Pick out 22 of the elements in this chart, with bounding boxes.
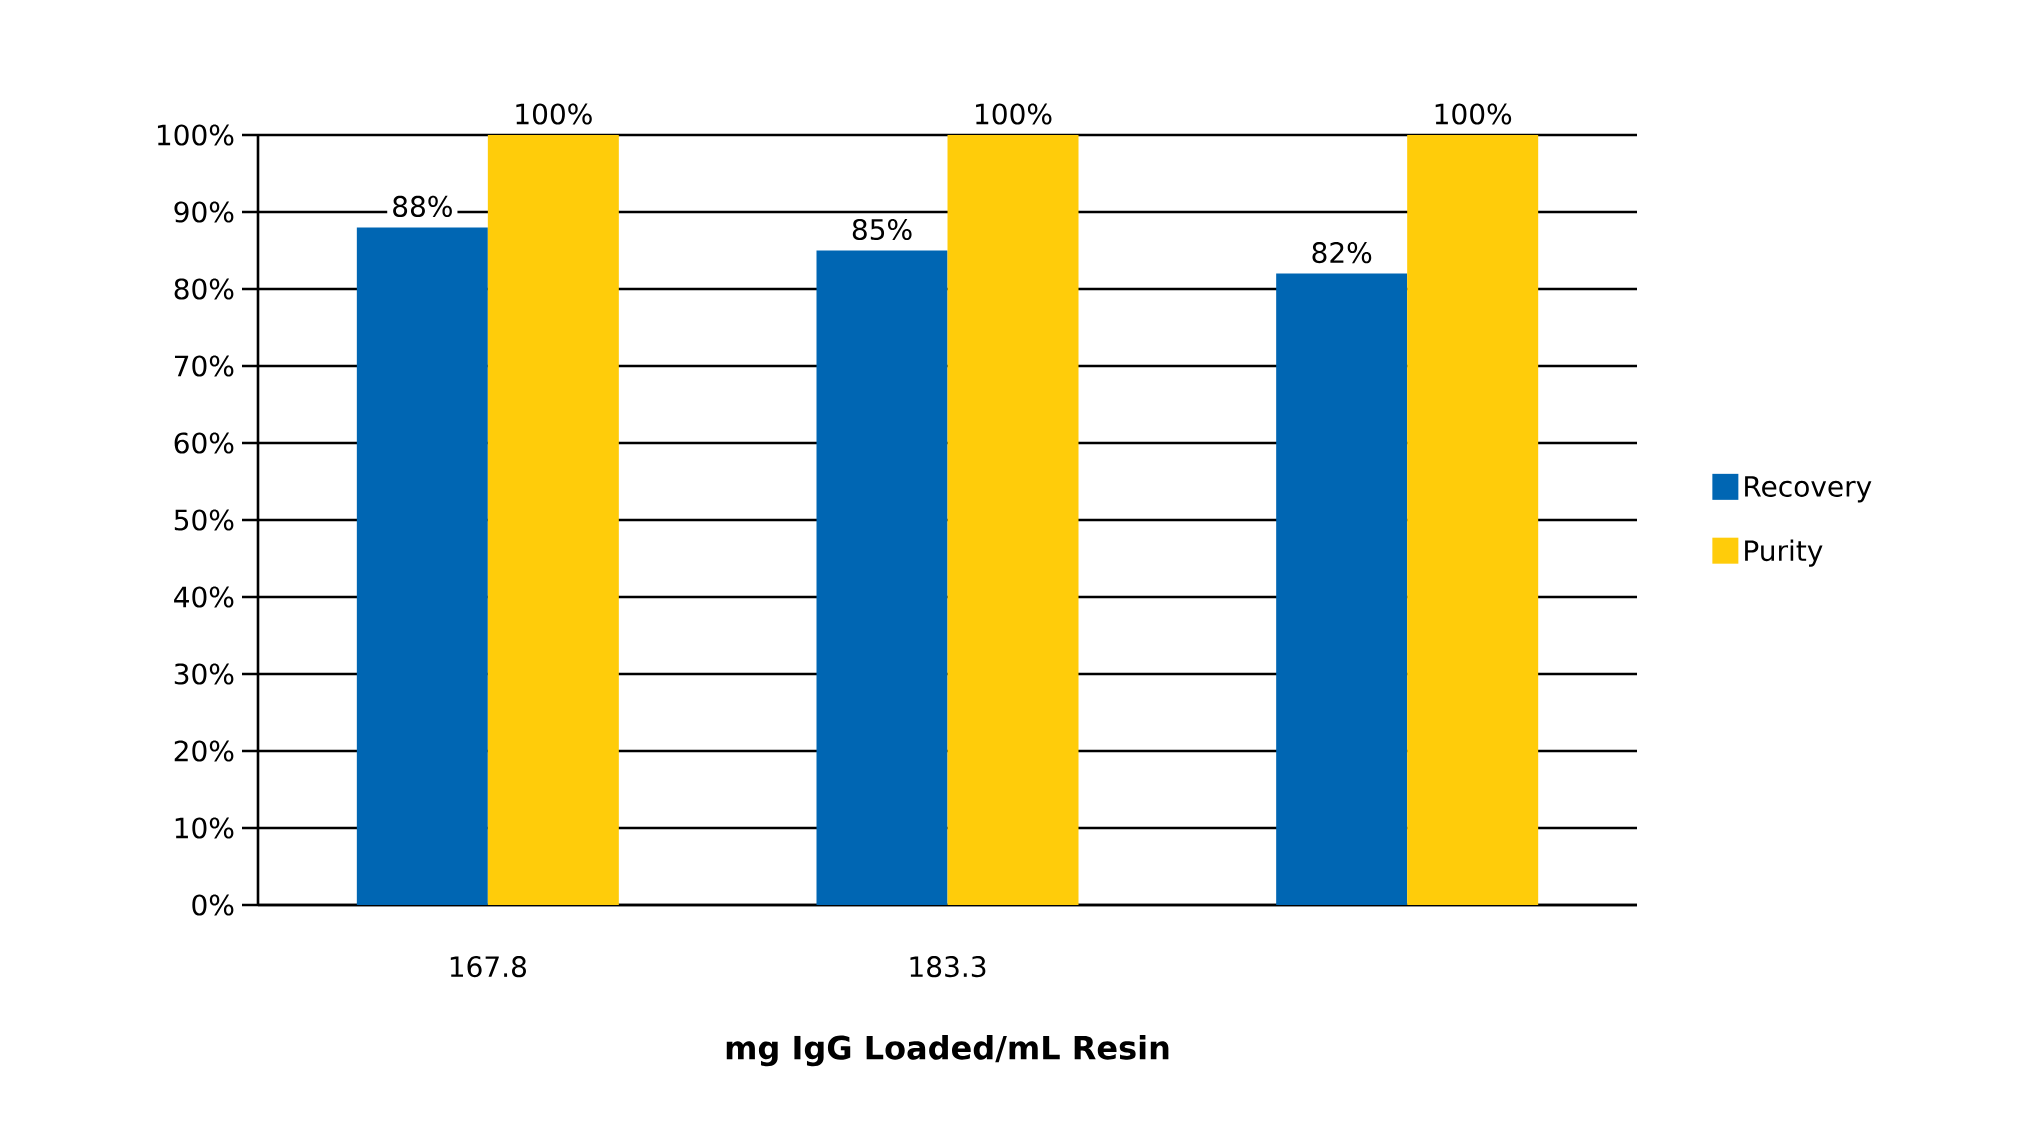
y-tick-label: 70% <box>174 355 234 377</box>
data-label: 85% <box>852 218 912 241</box>
y-tick-label: 90% <box>174 201 234 223</box>
x-axis-title: mg IgG Loaded/mL Resin <box>726 1034 1169 1067</box>
data-label: 100% <box>516 103 592 125</box>
y-tick-label: 20% <box>174 740 234 762</box>
y-tick-label: 10% <box>175 817 234 839</box>
x-tick-label: 183.3 <box>910 956 986 978</box>
data-label: 100% <box>976 103 1052 125</box>
y-tick-label: 50% <box>174 509 234 531</box>
legend-label: Purity <box>1745 539 1823 567</box>
data-label: 88% <box>393 195 452 217</box>
legend-label: Recovery <box>1745 476 1872 503</box>
y-tick-label: 60% <box>174 432 234 454</box>
y-tick-label: 40% <box>174 586 234 608</box>
data-label: 100% <box>1435 103 1512 125</box>
y-tick-label: 80% <box>174 278 234 300</box>
y-tick-label: 0% <box>192 894 234 916</box>
y-tick-label: 100% <box>157 124 234 146</box>
x-tick-label: 167.8 <box>450 956 526 978</box>
data-label: 82% <box>1312 241 1372 264</box>
y-tick-label: 30% <box>174 663 234 685</box>
